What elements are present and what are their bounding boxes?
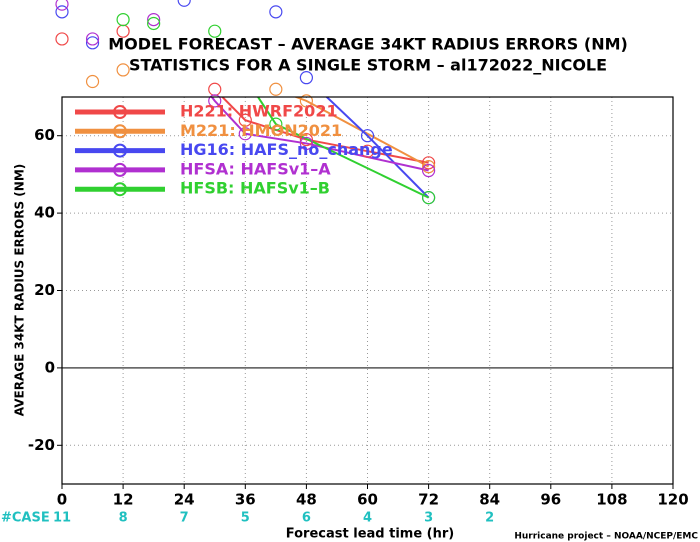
data-point bbox=[360, 129, 375, 143]
series-line bbox=[210, 97, 429, 172]
x-tick-label: 84 bbox=[479, 491, 500, 509]
data-point bbox=[85, 36, 100, 50]
data-point bbox=[208, 94, 222, 108]
data-point bbox=[238, 113, 252, 127]
data-point bbox=[422, 156, 436, 170]
x-tick-label: 96 bbox=[540, 491, 561, 509]
data-point bbox=[208, 24, 222, 38]
y-tick-label: 60 bbox=[34, 126, 55, 144]
x-tick-label: 108 bbox=[596, 491, 627, 509]
case-count: 4 bbox=[363, 511, 372, 526]
data-point bbox=[269, 82, 283, 96]
series-line bbox=[293, 97, 430, 168]
legend-marker bbox=[113, 182, 127, 197]
x-tick-label: 12 bbox=[113, 491, 134, 509]
legend-marker bbox=[113, 162, 127, 177]
case-count: 6 bbox=[302, 511, 311, 526]
data-point bbox=[55, 5, 69, 19]
data-point bbox=[147, 13, 161, 27]
y-tick-label: 0 bbox=[45, 358, 55, 376]
chart-title: MODEL FORECAST – AVERAGE 34KT RADIUS ERR… bbox=[108, 35, 628, 54]
data-point bbox=[85, 32, 100, 46]
case-count: 3 bbox=[424, 511, 433, 526]
x-tick-label: 48 bbox=[296, 491, 317, 509]
legend-label: HFSB: HAFSv1–B bbox=[180, 179, 330, 198]
data-point bbox=[85, 74, 100, 89]
y-tick-label: 40 bbox=[34, 204, 55, 222]
data-point bbox=[422, 191, 436, 205]
case-count: 2 bbox=[485, 511, 494, 526]
data-point bbox=[208, 82, 222, 96]
legend-label: HG16: HAFS_no_change bbox=[180, 140, 393, 159]
legend-marker bbox=[113, 105, 127, 119]
series-line bbox=[220, 97, 429, 164]
legend-marker bbox=[113, 124, 127, 139]
x-tick-label: 0 bbox=[57, 491, 67, 509]
data-point bbox=[299, 132, 313, 147]
series-line bbox=[325, 97, 430, 199]
data-point bbox=[238, 127, 252, 141]
legend-label: H221: HWRF2021 bbox=[180, 102, 338, 121]
legend-label: M221: HMON2021 bbox=[180, 121, 342, 140]
data-point bbox=[55, 0, 69, 11]
data-point bbox=[269, 117, 283, 131]
data-point bbox=[360, 144, 375, 158]
series-line bbox=[256, 97, 430, 199]
x-tick-label: 60 bbox=[357, 491, 378, 509]
data-point bbox=[55, 32, 69, 46]
data-point bbox=[116, 63, 130, 77]
y-tick-label: -20 bbox=[28, 436, 55, 454]
case-count: 5 bbox=[241, 511, 250, 526]
legend-marker bbox=[113, 143, 127, 158]
data-point bbox=[422, 163, 436, 178]
x-tick-label: 72 bbox=[418, 491, 439, 509]
x-tick-label: 24 bbox=[174, 491, 195, 509]
data-point bbox=[422, 160, 436, 174]
y-axis-label: AVERAGE 34KT RADIUS ERRORS (NM) bbox=[13, 164, 27, 416]
data-point bbox=[299, 71, 313, 85]
data-point bbox=[299, 94, 313, 108]
case-label: #CASE bbox=[1, 511, 50, 526]
chart-subtitle: STATISTICS FOR A SINGLE STORM – al172022… bbox=[129, 56, 607, 75]
case-count: 11 bbox=[53, 511, 71, 526]
data-point bbox=[269, 5, 283, 19]
legend-label: HFSA: HAFSv1–A bbox=[180, 159, 331, 178]
x-axis-label: Forecast lead time (hr) bbox=[286, 527, 454, 542]
footer: Hurricane project – NOAA/NCEP/EMC bbox=[514, 532, 698, 542]
data-point bbox=[177, 0, 191, 7]
data-point bbox=[299, 136, 313, 151]
data-point bbox=[147, 16, 161, 31]
y-tick-label: 20 bbox=[34, 281, 55, 299]
x-tick-label: 120 bbox=[657, 491, 688, 509]
x-tick-label: 36 bbox=[235, 491, 256, 509]
case-count: 8 bbox=[119, 511, 128, 526]
case-count: 7 bbox=[180, 511, 189, 526]
data-point bbox=[116, 13, 130, 27]
